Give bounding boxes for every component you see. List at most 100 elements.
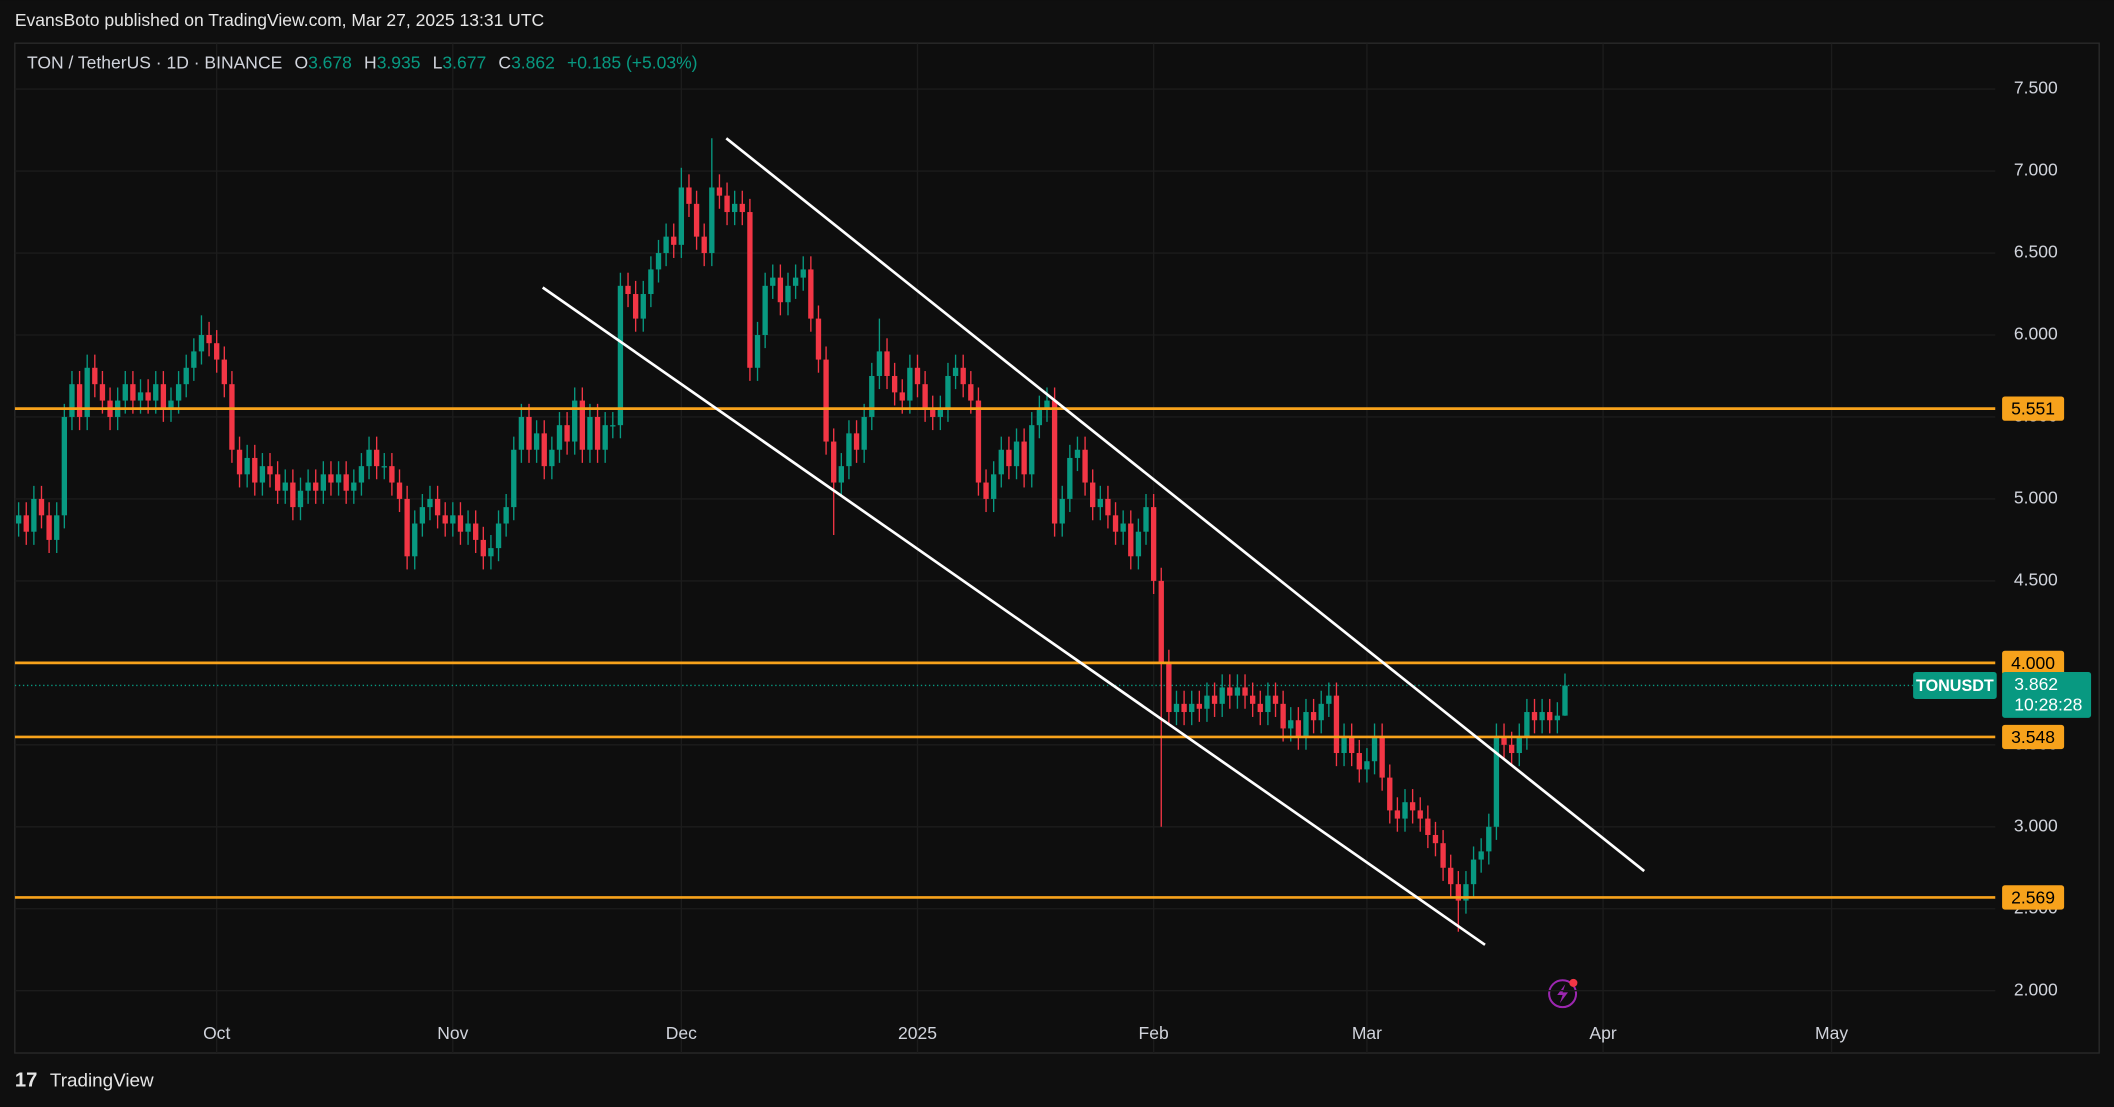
candle-body (1493, 736, 1500, 827)
candle-body (1166, 662, 1172, 713)
candle-body (1516, 736, 1522, 754)
level-tag-label: 2.569 (2011, 887, 2055, 907)
candle-body (533, 433, 540, 450)
candle-body (419, 507, 426, 524)
candle-body (1524, 712, 1530, 737)
candle-body (1257, 703, 1263, 713)
level-tag-label: 4.000 (2011, 653, 2055, 673)
x-tick-label: May (1815, 1023, 1848, 1043)
chart-pane (14, 42, 2100, 1054)
level-tag (2002, 650, 2065, 675)
candle-body (1402, 802, 1408, 819)
candle-body (998, 449, 1004, 475)
candle-body (313, 482, 319, 491)
candle-body (1326, 695, 1332, 704)
candle-body (678, 187, 685, 245)
candle-body (1547, 712, 1553, 721)
candle-body (473, 523, 479, 540)
candle-body (815, 318, 822, 360)
candle-body (244, 457, 250, 475)
candle-body (1128, 523, 1134, 557)
candle-body (99, 384, 106, 401)
candle-body (389, 466, 395, 483)
x-tick-label: 2025 (898, 1023, 937, 1043)
candle-body (632, 294, 639, 319)
candle-body (1090, 482, 1096, 508)
candle-body (305, 482, 311, 491)
candle-body (69, 384, 75, 417)
candle-body (1432, 834, 1439, 844)
candle-body (1219, 687, 1225, 704)
candle-body (1143, 507, 1149, 532)
x-tick-label: Mar (1352, 1023, 1382, 1043)
candle-body (610, 425, 616, 427)
candle-body (1387, 777, 1393, 811)
candle-body (640, 294, 646, 319)
candle-body (290, 482, 296, 508)
candle-body (15, 515, 22, 524)
candle-body (480, 539, 486, 557)
candle-body (328, 474, 334, 483)
ohlc-value: 3.677 (442, 52, 486, 72)
ohlc-prefix: H (364, 52, 377, 72)
candle-body (1181, 703, 1187, 713)
level-tag (2002, 396, 2065, 421)
candle-body (1135, 531, 1142, 557)
ohlc-value: 3.935 (377, 52, 421, 72)
candle-body (297, 490, 304, 508)
candle-body (853, 433, 860, 450)
candle-body (221, 359, 227, 385)
candle-body (1333, 695, 1340, 754)
y-tick-label: 5.000 (2014, 488, 2058, 508)
candle-body (1425, 818, 1431, 835)
candle-body (54, 515, 60, 540)
candle-body (1288, 720, 1294, 729)
candle-body (648, 269, 654, 295)
candle-body (876, 351, 883, 376)
candle-body (274, 474, 281, 491)
price-tag-value: 3.862 (2014, 674, 2058, 694)
candle-body (899, 392, 905, 401)
y-tick-label: 2.000 (2014, 979, 2058, 999)
candle-body (396, 482, 403, 499)
candle-body (617, 285, 624, 426)
candle-body (792, 277, 799, 286)
candle-body (914, 367, 921, 385)
x-tick-label: Oct (203, 1023, 230, 1043)
candle-body (1204, 695, 1210, 709)
candle-body (1105, 498, 1111, 516)
candle-body (1120, 523, 1126, 532)
candle-body (214, 343, 220, 360)
candle-body (937, 408, 944, 417)
candle-body (625, 285, 631, 295)
candle-body (701, 236, 707, 254)
candle-body (747, 212, 753, 368)
candle-body (1554, 715, 1561, 721)
candle-body (526, 416, 532, 450)
candle-body (145, 392, 151, 401)
candle-body (1082, 449, 1088, 483)
candle-body (709, 187, 715, 254)
candle-body (777, 277, 784, 303)
candle-body (930, 408, 936, 417)
candle-body (579, 400, 585, 450)
ohlc-legend: TON / TetherUS · 1D · BINANCE O3.678 H3.93… (27, 52, 698, 72)
candle-body (1531, 712, 1538, 721)
x-tick-label: Dec (666, 1023, 697, 1043)
candle-body (160, 384, 167, 409)
candle-body (564, 425, 570, 442)
candle-body (693, 203, 700, 237)
candle-body (31, 498, 37, 532)
candle-body (1196, 703, 1203, 709)
candle-body (1158, 580, 1164, 663)
candle-body (1074, 449, 1081, 458)
candle-body (1006, 449, 1012, 467)
candle-body (503, 507, 509, 524)
candle-body (259, 466, 266, 483)
candle-body (952, 367, 959, 376)
candle-body (495, 523, 502, 549)
candle-body (1303, 712, 1309, 737)
candle-body (335, 474, 342, 483)
candle-body (427, 498, 433, 508)
